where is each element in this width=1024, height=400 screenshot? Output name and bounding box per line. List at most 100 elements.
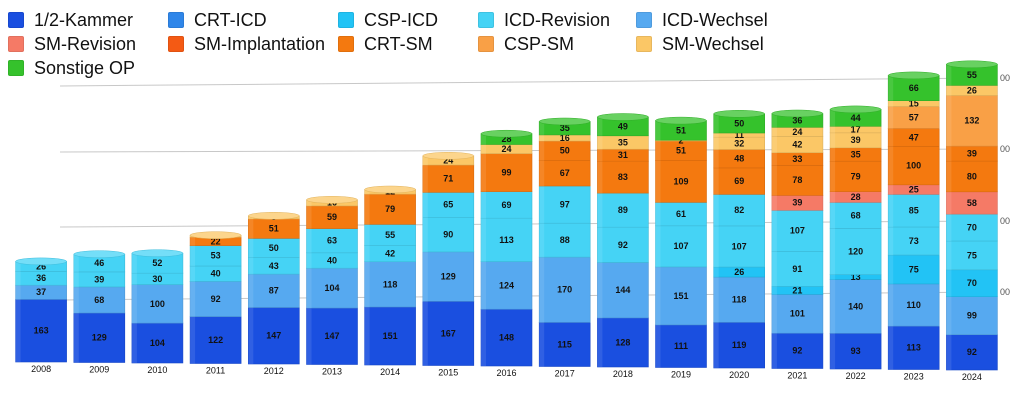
bar-segment-highlight: [830, 126, 836, 133]
bar-top-cap: [364, 185, 416, 194]
bar-value-label: 82: [734, 205, 744, 215]
bar-segment-highlight: [422, 165, 428, 193]
bar-segment-highlight: [771, 251, 777, 287]
bar-value-label: 104: [150, 338, 165, 348]
legend-item: CRT-SM: [338, 33, 433, 55]
bar-value-label: 92: [211, 294, 221, 304]
bar-segment-highlight: [655, 202, 661, 226]
bar-segment-highlight: [73, 254, 79, 272]
bar-segment-highlight: [73, 286, 79, 313]
bar-value-label: 89: [618, 205, 628, 215]
bar-segment-highlight: [597, 193, 603, 228]
bar-value-label: 51: [676, 125, 686, 135]
bar-segment-highlight: [655, 160, 661, 203]
bar-value-label: 167: [441, 328, 456, 338]
x-tick-label: 2008: [31, 364, 51, 374]
bar-value-label: 57: [909, 112, 919, 122]
bar-segment-highlight: [481, 153, 486, 192]
bar-segment-highlight: [15, 285, 21, 300]
bar-segment: [887, 226, 940, 256]
bar-segment-highlight: [713, 149, 719, 168]
legend-label: CRT-SM: [364, 33, 433, 54]
bar-segment-highlight: [539, 160, 545, 186]
bar-value-label: 140: [848, 301, 863, 311]
bar-value-label: 79: [851, 171, 861, 181]
legend-item: 1/2-Kammer: [8, 9, 133, 31]
y-tick-label: 00: [1000, 216, 1010, 226]
bar-segment-highlight: [190, 316, 196, 364]
bar-value-label: 39: [94, 274, 104, 284]
bar-segment-highlight: [655, 225, 661, 267]
bar-segment: [887, 254, 940, 285]
x-tick-label: 2020: [729, 370, 749, 380]
x-tick-label: 2013: [322, 367, 342, 377]
bar-value-label: 49: [618, 121, 628, 131]
bar-value-label: 90: [443, 229, 453, 239]
bar-value-label: 47: [909, 132, 919, 142]
bar-value-label: 40: [211, 268, 221, 278]
bar-segment-highlight: [830, 161, 836, 192]
bar-segment-highlight: [15, 299, 21, 362]
bar-segment: [946, 213, 998, 242]
bar-value-label: 129: [441, 271, 456, 281]
bar-value-label: 85: [909, 206, 919, 216]
bar-segment: [946, 269, 998, 297]
bar-segment-highlight: [597, 135, 603, 150]
bar-value-label: 70: [967, 278, 977, 288]
bar-segment-highlight: [248, 218, 254, 239]
legend-item: ICD-Revision: [478, 9, 610, 31]
bar-value-label: 50: [734, 118, 744, 128]
bar-value-label: 15: [909, 98, 919, 108]
bar-segment-highlight: [539, 257, 545, 323]
legend-label: CSP-SM: [504, 33, 575, 54]
bar-segment: [597, 160, 649, 194]
x-tick-label: 2019: [671, 370, 691, 380]
bar-top-cap: [15, 257, 67, 266]
bar-value-label: 129: [92, 333, 107, 343]
legend-swatch: [478, 12, 494, 28]
bar-segment-highlight: [946, 85, 952, 96]
bar-segment-highlight: [481, 309, 486, 366]
x-tick-label: 2017: [555, 369, 575, 379]
bar-value-label: 99: [501, 168, 511, 178]
bar-segment-highlight: [946, 146, 952, 162]
bar-value-label: 31: [618, 150, 628, 160]
y-tick-label: 00: [1000, 73, 1010, 83]
bar-value-label: 24: [501, 144, 511, 154]
legend-swatch: [636, 36, 652, 52]
bar-value-label: 79: [385, 204, 395, 214]
bar-segment-highlight: [888, 100, 894, 107]
legend-label: SM-Revision: [34, 33, 137, 54]
bar-value-label: 104: [324, 283, 339, 293]
bar-value-label: 24: [443, 155, 453, 165]
bar-segment-highlight: [190, 281, 196, 317]
bar-segment: [946, 240, 998, 271]
legend-swatch: [168, 36, 184, 52]
legend-swatch: [8, 12, 24, 28]
bar-segment-highlight: [713, 167, 719, 195]
bar-value-label: 119: [732, 340, 747, 350]
bar-value-label: 113: [906, 343, 921, 353]
bar-segment-highlight: [946, 334, 952, 370]
gridline: [59, 77, 996, 87]
bar-segment: [887, 325, 940, 370]
bar-segment: [364, 306, 416, 366]
bar-segment: [887, 146, 940, 186]
legend-swatch: [8, 36, 24, 52]
bar-value-label: 151: [383, 331, 398, 341]
bar-segment-highlight: [481, 191, 486, 219]
x-tick-label: 2011: [206, 366, 225, 376]
bar-value-label: 107: [732, 241, 747, 251]
bar-segment-highlight: [888, 255, 894, 284]
bar-segment: [422, 192, 475, 218]
bar-top-cap: [829, 105, 882, 114]
bar-segment-highlight: [946, 296, 952, 335]
bar-value-label: 93: [851, 346, 861, 356]
bar-value-label: 59: [327, 212, 337, 222]
bar-segment-highlight: [888, 106, 894, 129]
bar-segment-highlight: [364, 307, 370, 365]
bar-segment-highlight: [655, 140, 661, 141]
legend-label: ICD-Revision: [504, 9, 611, 30]
legend-swatch: [8, 60, 24, 76]
bar-value-label: 92: [792, 346, 802, 356]
